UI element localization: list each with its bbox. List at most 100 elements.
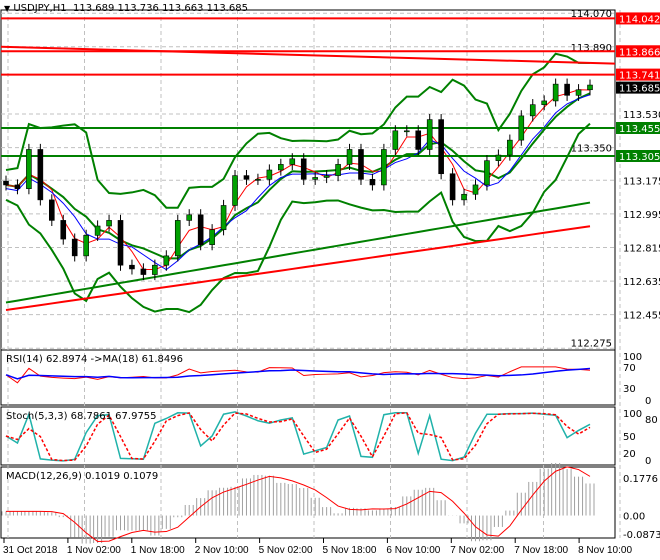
- level-tag: [616, 45, 660, 58]
- level-label: 113.741: [619, 71, 660, 82]
- level-label: 113.685: [619, 84, 660, 95]
- bollinger-upper: [5, 52, 591, 209]
- level-label: 113.305: [619, 152, 660, 163]
- level-tag: [616, 121, 660, 134]
- candle-body: [3, 180, 9, 186]
- stoch-tick: 50: [623, 432, 636, 443]
- stoch-tick: 20: [623, 449, 636, 460]
- rsi-tick: 0: [645, 396, 651, 407]
- y-tick-label: 112.635: [623, 277, 660, 288]
- candle-body: [117, 220, 124, 266]
- candle-body: [369, 179, 376, 186]
- candle-body: [94, 225, 101, 236]
- ohlc-values: 113.689 113.736 113.663 113.685: [73, 3, 248, 14]
- candle-body: [564, 83, 570, 96]
- candle-body: [266, 169, 273, 180]
- bollinger-lower: [5, 122, 591, 314]
- candle-body: [152, 264, 158, 275]
- candle-body: [507, 139, 513, 156]
- candle-body: [541, 100, 547, 105]
- x-tick-label: 2 Nov 10:00: [195, 545, 249, 556]
- rsi-ma-line: [5, 367, 591, 380]
- level-tag: [616, 68, 660, 81]
- candle-body: [49, 199, 55, 221]
- candle-body: [255, 179, 261, 181]
- candle-body: [209, 229, 215, 245]
- candle-body: [186, 214, 193, 221]
- level-label: 113.866: [619, 47, 660, 58]
- candle-body: [26, 149, 32, 189]
- x-tick-label: 1 Nov 18:00: [131, 545, 185, 556]
- level-tag: [616, 81, 660, 94]
- macd-title: MACD(12,26,9) 0.1019 0.1079: [6, 471, 159, 482]
- candle-body: [587, 84, 593, 91]
- stoch-title: Stoch(5,3,3) 68.7861 67.9755: [6, 411, 157, 422]
- chart-header: ▼ USDJPY,H1 113.689 113.736 113.663 113.…: [4, 3, 248, 14]
- macd-tick: 0.00: [623, 512, 645, 523]
- symbol-label: USDJPY,H1: [13, 3, 67, 14]
- panel-frame-3: [0, 466, 616, 539]
- candle-body: [346, 149, 353, 165]
- slow-ma-red: [5, 225, 591, 311]
- x-tick-label: 31 Oct 2018: [3, 545, 58, 556]
- candle-body: [14, 184, 21, 189]
- candle-body: [163, 255, 170, 266]
- candle-body: [426, 119, 433, 150]
- candle-body: [278, 164, 284, 171]
- candle-body: [472, 184, 479, 195]
- candle-body: [438, 119, 444, 175]
- y-tick-label: 112.275: [571, 338, 612, 349]
- candle-body: [392, 130, 399, 150]
- rsi-line: [5, 366, 591, 384]
- candle-body: [552, 83, 559, 102]
- candle-body: [300, 158, 307, 180]
- rsi-tick: 30: [623, 384, 636, 395]
- y-tick-label: 113.530: [623, 110, 660, 121]
- level-tag: [616, 150, 660, 162]
- panel-frame-1: [0, 349, 616, 406]
- candle-body: [197, 214, 204, 245]
- triangle-down-icon[interactable]: ▼: [4, 4, 11, 13]
- y-tick-label: 112.455: [623, 311, 660, 322]
- x-tick-label: 7 Nov 18:00: [514, 545, 568, 556]
- candle-body: [174, 220, 181, 257]
- y-tick-label: 112.995: [623, 210, 660, 221]
- candle-body: [484, 160, 490, 186]
- stoch-tick: 100: [623, 409, 642, 420]
- candle-body: [415, 130, 422, 150]
- candle-body: [140, 268, 147, 275]
- fast-ma-blue: [5, 94, 591, 271]
- y-tick-label: 113.890: [571, 43, 612, 54]
- x-tick-label: 7 Nov 02:00: [450, 545, 504, 556]
- trend-line: [0, 45, 616, 65]
- candle-body: [449, 173, 456, 201]
- candle-body: [575, 89, 582, 96]
- candle-body: [129, 264, 135, 270]
- bollinger-middle: [5, 92, 591, 260]
- candle-body: [232, 175, 238, 206]
- candle-body: [243, 175, 250, 180]
- macd-signal-line: [6, 466, 591, 542]
- rsi-tick: 100: [623, 352, 642, 363]
- candle-body: [358, 149, 364, 180]
- candle-body: [71, 238, 78, 257]
- fast-ma-red: [5, 89, 591, 271]
- candle-body: [529, 104, 536, 117]
- candle-body: [83, 235, 89, 257]
- panel-frame-2: [0, 406, 616, 466]
- x-tick-label: 5 Nov 18:00: [323, 545, 377, 556]
- level-label: 114.042: [619, 14, 660, 25]
- candle-body: [289, 158, 296, 165]
- stoch-tick: 80: [645, 415, 658, 426]
- stoch-signal-line: [5, 412, 591, 462]
- candle-body: [37, 149, 44, 201]
- rsi-title: RSI(14) 62.8974 ->MA(18) 61.8496: [6, 354, 183, 365]
- candle-body: [495, 154, 502, 161]
- y-tick-label: 112.815: [623, 243, 660, 254]
- candle-body: [106, 220, 112, 227]
- x-tick-label: 5 Nov 02:00: [259, 545, 313, 556]
- level-label: 113.455: [619, 124, 660, 135]
- candle-body: [403, 130, 410, 133]
